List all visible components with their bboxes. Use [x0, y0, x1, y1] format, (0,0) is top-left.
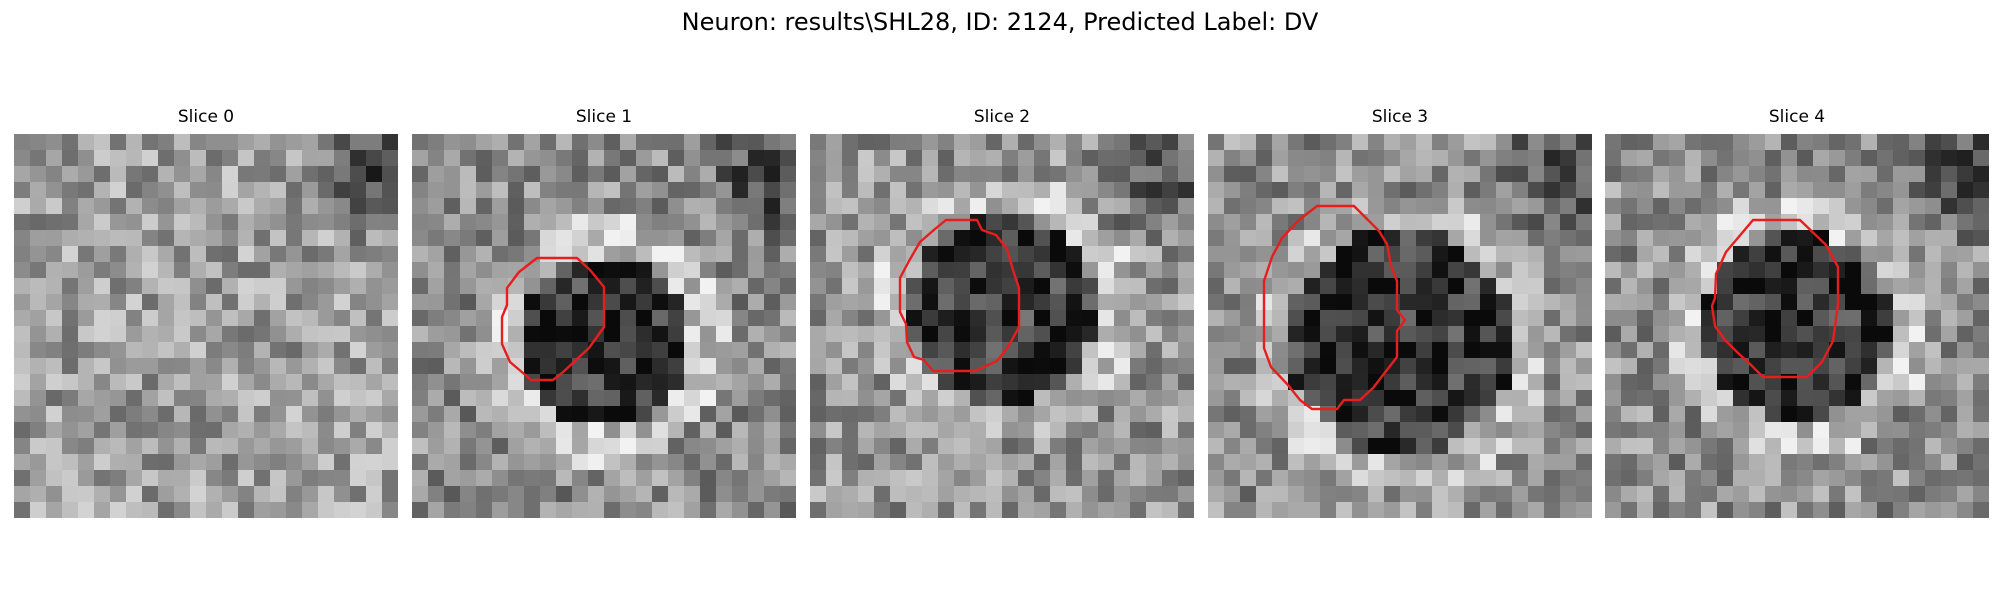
- slice-image-3: [1208, 134, 1592, 518]
- slice-panel-4: Slice 4: [1605, 106, 1989, 518]
- slice-title-1: Slice 1: [575, 107, 633, 127]
- slice-panel-0: Slice 0: [14, 106, 398, 518]
- slice-panel-1: Slice 1: [412, 106, 796, 518]
- slice-image-0: [14, 134, 398, 518]
- slice-title-0: Slice 0: [177, 107, 235, 127]
- slice-title-4: Slice 4: [1768, 107, 1826, 127]
- figure-title: Neuron: results\SHL28, ID: 2124, Predict…: [681, 8, 1319, 36]
- slice-title-3: Slice 3: [1371, 107, 1429, 127]
- slice-image-2: [810, 134, 1194, 518]
- slice-image-1: [412, 134, 796, 518]
- slice-title-2: Slice 2: [973, 107, 1031, 127]
- neuron-contour-1: [500, 256, 606, 382]
- slice-panel-2: Slice 2: [810, 106, 1194, 518]
- slice-image-4: [1605, 134, 1989, 518]
- neuron-contour-4: [1710, 218, 1840, 379]
- neuron-contour-3: [1262, 204, 1407, 411]
- slice-panel-3: Slice 3: [1208, 106, 1592, 518]
- neuron-contour-2: [898, 218, 1021, 373]
